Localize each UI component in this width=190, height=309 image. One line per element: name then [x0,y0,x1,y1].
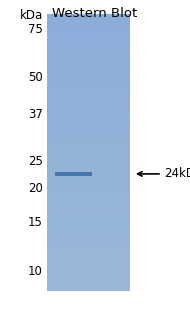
Bar [47,14,130,291]
Text: kDa: kDa [20,9,43,22]
Text: Western Blot: Western Blot [52,7,138,20]
Text: 10: 10 [28,265,43,278]
Bar [55,172,92,176]
Text: 25: 25 [28,155,43,168]
Text: 75: 75 [28,23,43,36]
Text: 20: 20 [28,182,43,195]
Text: 50: 50 [28,71,43,84]
Text: 15: 15 [28,216,43,229]
Text: 37: 37 [28,108,43,121]
Text: 24kDa: 24kDa [164,167,190,180]
